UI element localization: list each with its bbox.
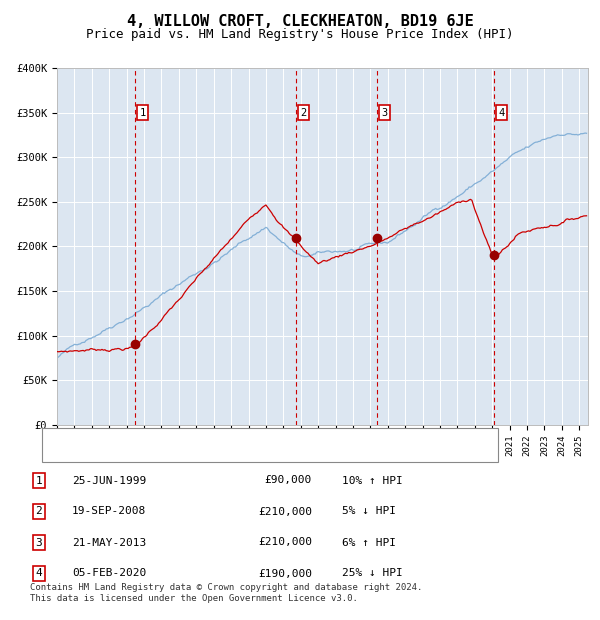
Text: 4, WILLOW CROFT, CLECKHEATON, BD19 6JE: 4, WILLOW CROFT, CLECKHEATON, BD19 6JE — [127, 14, 473, 29]
Legend: 4, WILLOW CROFT, CLECKHEATON, BD19 6JE (detached house), HPI: Average price, det: 4, WILLOW CROFT, CLECKHEATON, BD19 6JE (… — [50, 430, 428, 460]
Text: 25-JUN-1999: 25-JUN-1999 — [72, 476, 146, 485]
Text: £90,000: £90,000 — [265, 476, 312, 485]
Text: Contains HM Land Registry data © Crown copyright and database right 2024.
This d: Contains HM Land Registry data © Crown c… — [30, 583, 422, 603]
Text: 1: 1 — [35, 476, 43, 485]
Text: £190,000: £190,000 — [258, 569, 312, 578]
Text: 3: 3 — [382, 108, 388, 118]
Text: £210,000: £210,000 — [258, 507, 312, 516]
Text: 1: 1 — [139, 108, 146, 118]
Text: 6% ↑ HPI: 6% ↑ HPI — [342, 538, 396, 547]
Text: 25% ↓ HPI: 25% ↓ HPI — [342, 569, 403, 578]
Text: 4: 4 — [35, 569, 43, 578]
Text: Price paid vs. HM Land Registry's House Price Index (HPI): Price paid vs. HM Land Registry's House … — [86, 28, 514, 41]
Text: 2: 2 — [300, 108, 307, 118]
Text: £210,000: £210,000 — [258, 538, 312, 547]
Text: 21-MAY-2013: 21-MAY-2013 — [72, 538, 146, 547]
Text: 05-FEB-2020: 05-FEB-2020 — [72, 569, 146, 578]
Text: 5% ↓ HPI: 5% ↓ HPI — [342, 507, 396, 516]
Text: 2: 2 — [35, 507, 43, 516]
Text: 10% ↑ HPI: 10% ↑ HPI — [342, 476, 403, 485]
Text: 4: 4 — [498, 108, 505, 118]
Text: 3: 3 — [35, 538, 43, 547]
Text: 19-SEP-2008: 19-SEP-2008 — [72, 507, 146, 516]
